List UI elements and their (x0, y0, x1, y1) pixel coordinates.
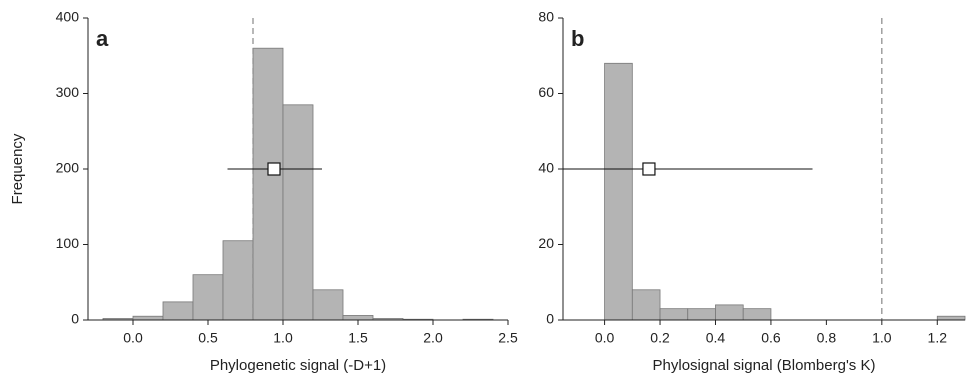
x-axis-title: Phylosignal signal (Blomberg's K) (653, 357, 876, 374)
x-tick-label: 1.0 (872, 330, 892, 346)
y-tick-label: 60 (538, 84, 554, 100)
x-tick-label: 0.5 (198, 330, 218, 346)
histogram-bar (631, 289, 661, 321)
x-axis-title: Phylogenetic signal (-D+1) (210, 357, 386, 374)
histogram-bar (936, 315, 966, 321)
x-tick-label: 2.0 (423, 330, 443, 346)
x-tick-label: 0.8 (817, 330, 837, 346)
x-tick-label: 1.5 (348, 330, 368, 346)
y-tick-label: 400 (56, 9, 80, 25)
histogram-bar (687, 308, 716, 321)
histogram-bar (132, 315, 164, 321)
x-tick-label: 1.2 (928, 330, 948, 346)
histogram-bar (252, 47, 284, 321)
mean-marker (267, 162, 281, 176)
y-tick-label: 200 (56, 160, 80, 176)
histogram-bar (659, 308, 689, 321)
mean-marker (642, 162, 656, 176)
x-tick-label: 0.0 (123, 330, 143, 346)
histogram-bar (192, 274, 224, 321)
y-tick-label: 300 (56, 84, 80, 100)
panel-label: b (571, 26, 584, 51)
x-tick-label: 0.0 (595, 330, 615, 346)
histogram-bar (604, 62, 633, 321)
x-tick-label: 0.6 (761, 330, 781, 346)
histogram-bar (342, 315, 374, 321)
histogram-bar (282, 104, 314, 321)
y-axis-title: Frequency (9, 133, 26, 204)
x-tick-label: 2.5 (498, 330, 518, 346)
panel-label: a (96, 26, 109, 51)
histogram-bar (742, 308, 772, 321)
histogram-bar (222, 240, 254, 321)
x-tick-label: 0.4 (706, 330, 726, 346)
y-tick-label: 100 (56, 235, 80, 251)
histogram-bar (312, 289, 344, 321)
x-tick-label: 0.2 (650, 330, 670, 346)
x-tick-label: 1.0 (273, 330, 293, 346)
y-tick-label: 40 (538, 160, 554, 176)
histogram-bar (162, 301, 194, 321)
y-tick-label: 20 (538, 235, 554, 251)
histogram-bar (715, 304, 744, 321)
y-tick-label: 80 (538, 9, 554, 25)
y-tick-label: 0 (71, 311, 79, 327)
y-tick-label: 0 (546, 311, 554, 327)
